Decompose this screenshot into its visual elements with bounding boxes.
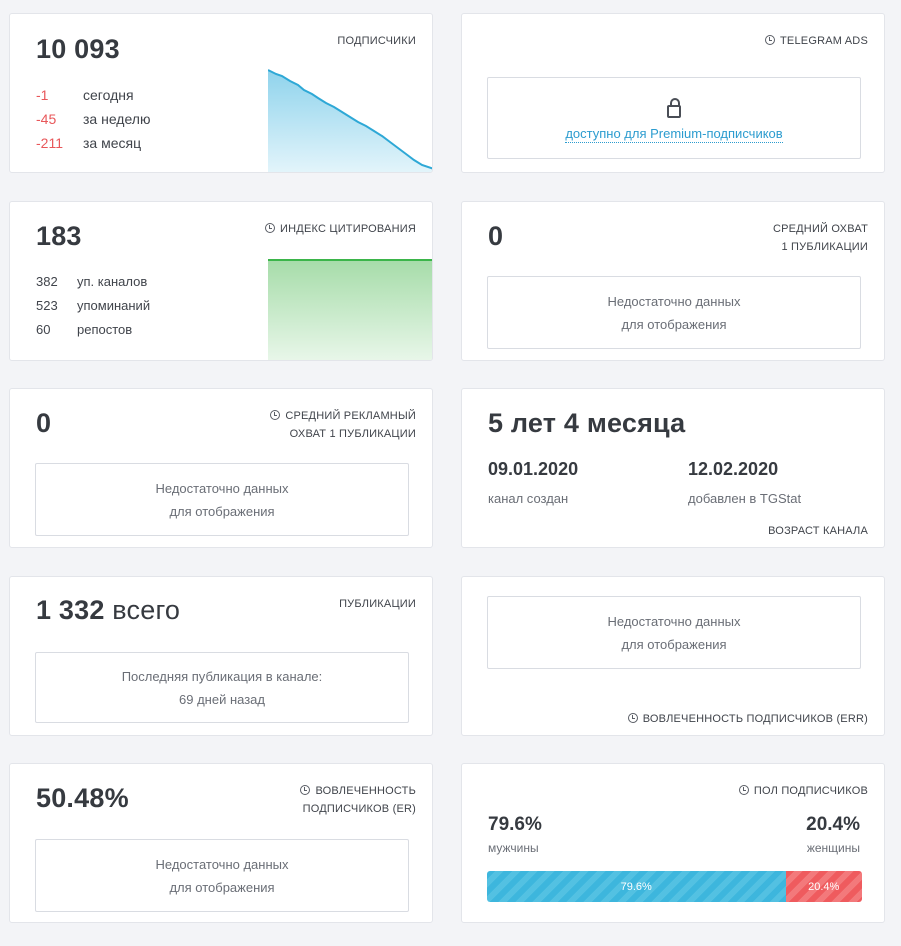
err-title: ВОВЛЕЧЕННОСТЬ ПОДПИСЧИКОВ (ERR) [627, 710, 868, 728]
added-label: добавлен в TGStat [688, 491, 802, 506]
created-label: канал создан [488, 491, 569, 506]
er-empty-box: Недостаточно данных для отображения [35, 839, 409, 912]
lock-icon [667, 98, 681, 118]
avg-ad-reach-total: 0 [36, 408, 52, 438]
female-label: женщины [806, 841, 860, 855]
citation-card[interactable]: 183 ИНДЕКС ЦИТИРОВАНИЯ 382 уп. каналов 52… [9, 201, 433, 361]
publications-card: 1 332 всего ПУБЛИКАЦИИ Последняя публика… [9, 576, 433, 736]
citation-title: ИНДЕКС ЦИТИРОВАНИЯ [265, 220, 416, 238]
avg-ad-reach-title: СРЕДНИЙ РЕКЛАМНЫЙ ОХВАТ 1 ПУБЛИКАЦИИ [270, 407, 416, 443]
male-label: мужчины [488, 841, 539, 855]
avg-reach-title: СРЕДНИЙ ОХВАТ 1 ПУБЛИКАЦИИ [772, 223, 868, 253]
err-empty-box: Недостаточно данных для отображения [487, 596, 861, 669]
clock-icon [627, 713, 638, 723]
male-percent: 79.6% [488, 814, 542, 835]
publications-total: 1 332 всего [36, 595, 181, 625]
clock-icon [738, 785, 749, 795]
subscribers-trend-chart[interactable] [268, 68, 433, 173]
created-date: 09.01.2020 [488, 459, 579, 479]
telegram-ads-title: TELEGRAM ADS [765, 32, 868, 50]
subscribers-total: 10 093 [36, 34, 120, 64]
last-publication-box: Последняя публикация в канале: 69 дней н… [35, 652, 409, 723]
gender-bar[interactable]: 79.6% 20.4% [487, 871, 862, 902]
avg-reach-empty-box: Недостаточно данных для отображения [487, 276, 861, 349]
avg-reach-total: 0 [488, 221, 504, 251]
avg-ad-reach-empty-box: Недостаточно данных для отображения [35, 463, 409, 536]
subscribers-area [268, 70, 432, 172]
premium-link[interactable]: доступно для Premium-подписчиков [565, 126, 783, 143]
female-percent: 20.4% [806, 814, 860, 835]
clock-icon [270, 410, 281, 420]
channel-age-value: 5 лет 4 месяца [488, 408, 686, 438]
premium-locked-box: доступно для Premium-подписчиков [487, 77, 861, 159]
avg-ad-reach-card: 0 СРЕДНИЙ РЕКЛАМНЫЙ ОХВАТ 1 ПУБЛИКАЦИИ Н… [9, 388, 433, 548]
channel-age-card: 5 лет 4 месяца 09.01.2020 канал создан 1… [461, 388, 885, 548]
citation-mentions: 523 упоминаний [36, 298, 151, 313]
citation-reposts: 60 репостов [36, 322, 133, 337]
citation-trend-chart[interactable] [268, 258, 433, 361]
er-total: 50.48% [36, 783, 129, 813]
citation-total: 183 [36, 221, 82, 251]
clock-icon [765, 35, 776, 45]
gender-title: ПОЛ ПОДПИСЧИКОВ [738, 782, 868, 800]
added-date: 12.02.2020 [688, 459, 779, 479]
gender-bar-male[interactable]: 79.6% [487, 871, 786, 902]
publications-title: ПУБЛИКАЦИИ [339, 598, 416, 610]
change-week: -45 за неделю [36, 111, 151, 127]
change-month: -211 за месяц [36, 135, 142, 151]
citation-channels: 382 уп. каналов [36, 274, 148, 289]
er-title: ВОВЛЕЧЕННОСТЬ ПОДПИСЧИКОВ (ER) [300, 782, 416, 818]
change-today: -1 сегодня [36, 87, 134, 103]
gender-card: ПОЛ ПОДПИСЧИКОВ 79.6% мужчины 20.4% женщ… [461, 763, 885, 923]
er-card: 50.48% ВОВЛЕЧЕННОСТЬ ПОДПИСЧИКОВ (ER) Не… [9, 763, 433, 923]
subscribers-title: ПОДПИСЧИКИ [337, 35, 416, 47]
telegram-ads-card: TELEGRAM ADS доступно для Premium-подпис… [461, 13, 885, 173]
clock-icon [265, 223, 276, 233]
err-card: Недостаточно данных для отображения ВОВЛ… [461, 576, 885, 736]
clock-icon [300, 785, 311, 795]
citation-area [268, 260, 432, 360]
gender-bar-female[interactable]: 20.4% [785, 871, 862, 902]
subscribers-card[interactable]: 10 093 ПОДПИСЧИКИ -1 сегодня -45 за неделю… [9, 13, 433, 173]
subscribers-line [268, 69, 432, 170]
channel-age-title: ВОЗРАСТ КАНАЛА [768, 525, 868, 537]
avg-reach-card: 0 СРЕДНИЙ ОХВАТ 1 ПУБЛИКАЦИИ Недостаточн… [461, 201, 885, 361]
